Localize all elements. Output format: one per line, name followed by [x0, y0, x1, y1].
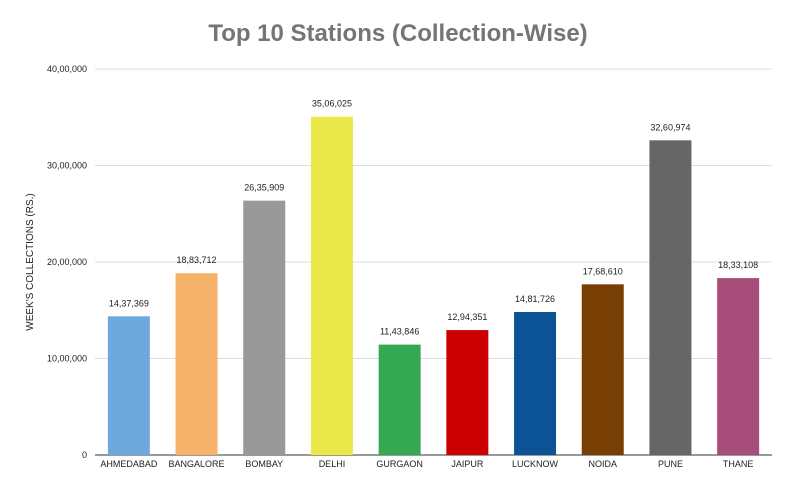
x-tick-label: GURGAON: [376, 459, 423, 469]
data-label: 35,06,025: [312, 99, 352, 109]
data-label: 32,60,974: [650, 122, 690, 132]
y-tick-label: 20,00,000: [47, 257, 87, 267]
y-tick-label: 0: [82, 450, 87, 460]
data-label: 14,37,369: [109, 298, 149, 308]
x-tick-label: LUCKNOW: [512, 459, 559, 469]
bar-layer: [107, 116, 760, 456]
y-axis-title: WEEK'S COLLECTIONS (RS.): [25, 193, 36, 331]
bar-bangalore: [175, 273, 218, 455]
bar-gurgaon: [378, 344, 421, 455]
y-tick-label: 40,00,000: [47, 64, 87, 74]
data-label: 17,68,610: [583, 266, 623, 276]
bar-thane: [717, 278, 760, 455]
bar-delhi: [310, 116, 353, 456]
x-tick-label: NOIDA: [588, 459, 617, 469]
bar-pune: [649, 140, 692, 455]
bar-bombay: [243, 200, 286, 455]
data-label: 18,33,108: [718, 260, 758, 270]
data-label: 14,81,726: [515, 294, 555, 304]
bar-ahmedabad: [107, 316, 150, 455]
bar-lucknow: [514, 312, 557, 455]
x-tick-label: THANE: [723, 459, 754, 469]
x-tick-label: DELHI: [319, 459, 346, 469]
x-tick-label: BOMBAY: [245, 459, 283, 469]
chart-title: Top 10 Stations (Collection-Wise): [208, 20, 588, 47]
bar-noida: [581, 284, 624, 455]
x-tick-label: JAIPUR: [451, 459, 484, 469]
y-tick-label: 30,00,000: [47, 161, 87, 171]
bar-jaipur: [446, 330, 489, 455]
y-tick-label: 10,00,000: [47, 354, 87, 364]
x-tick-label: AHMEDABAD: [100, 459, 158, 469]
label-layer: 0 10,00,000 20,00,000 30,00,000 40,00,000 14,…: [47, 64, 758, 469]
data-label: 11,43,846: [380, 327, 419, 337]
x-tick-label: BANGALORE: [169, 459, 225, 469]
data-label: 18,83,712: [177, 255, 217, 265]
data-label: 26,35,909: [244, 183, 284, 193]
data-label: 12,94,351: [447, 312, 487, 322]
x-tick-label: PUNE: [658, 459, 683, 469]
